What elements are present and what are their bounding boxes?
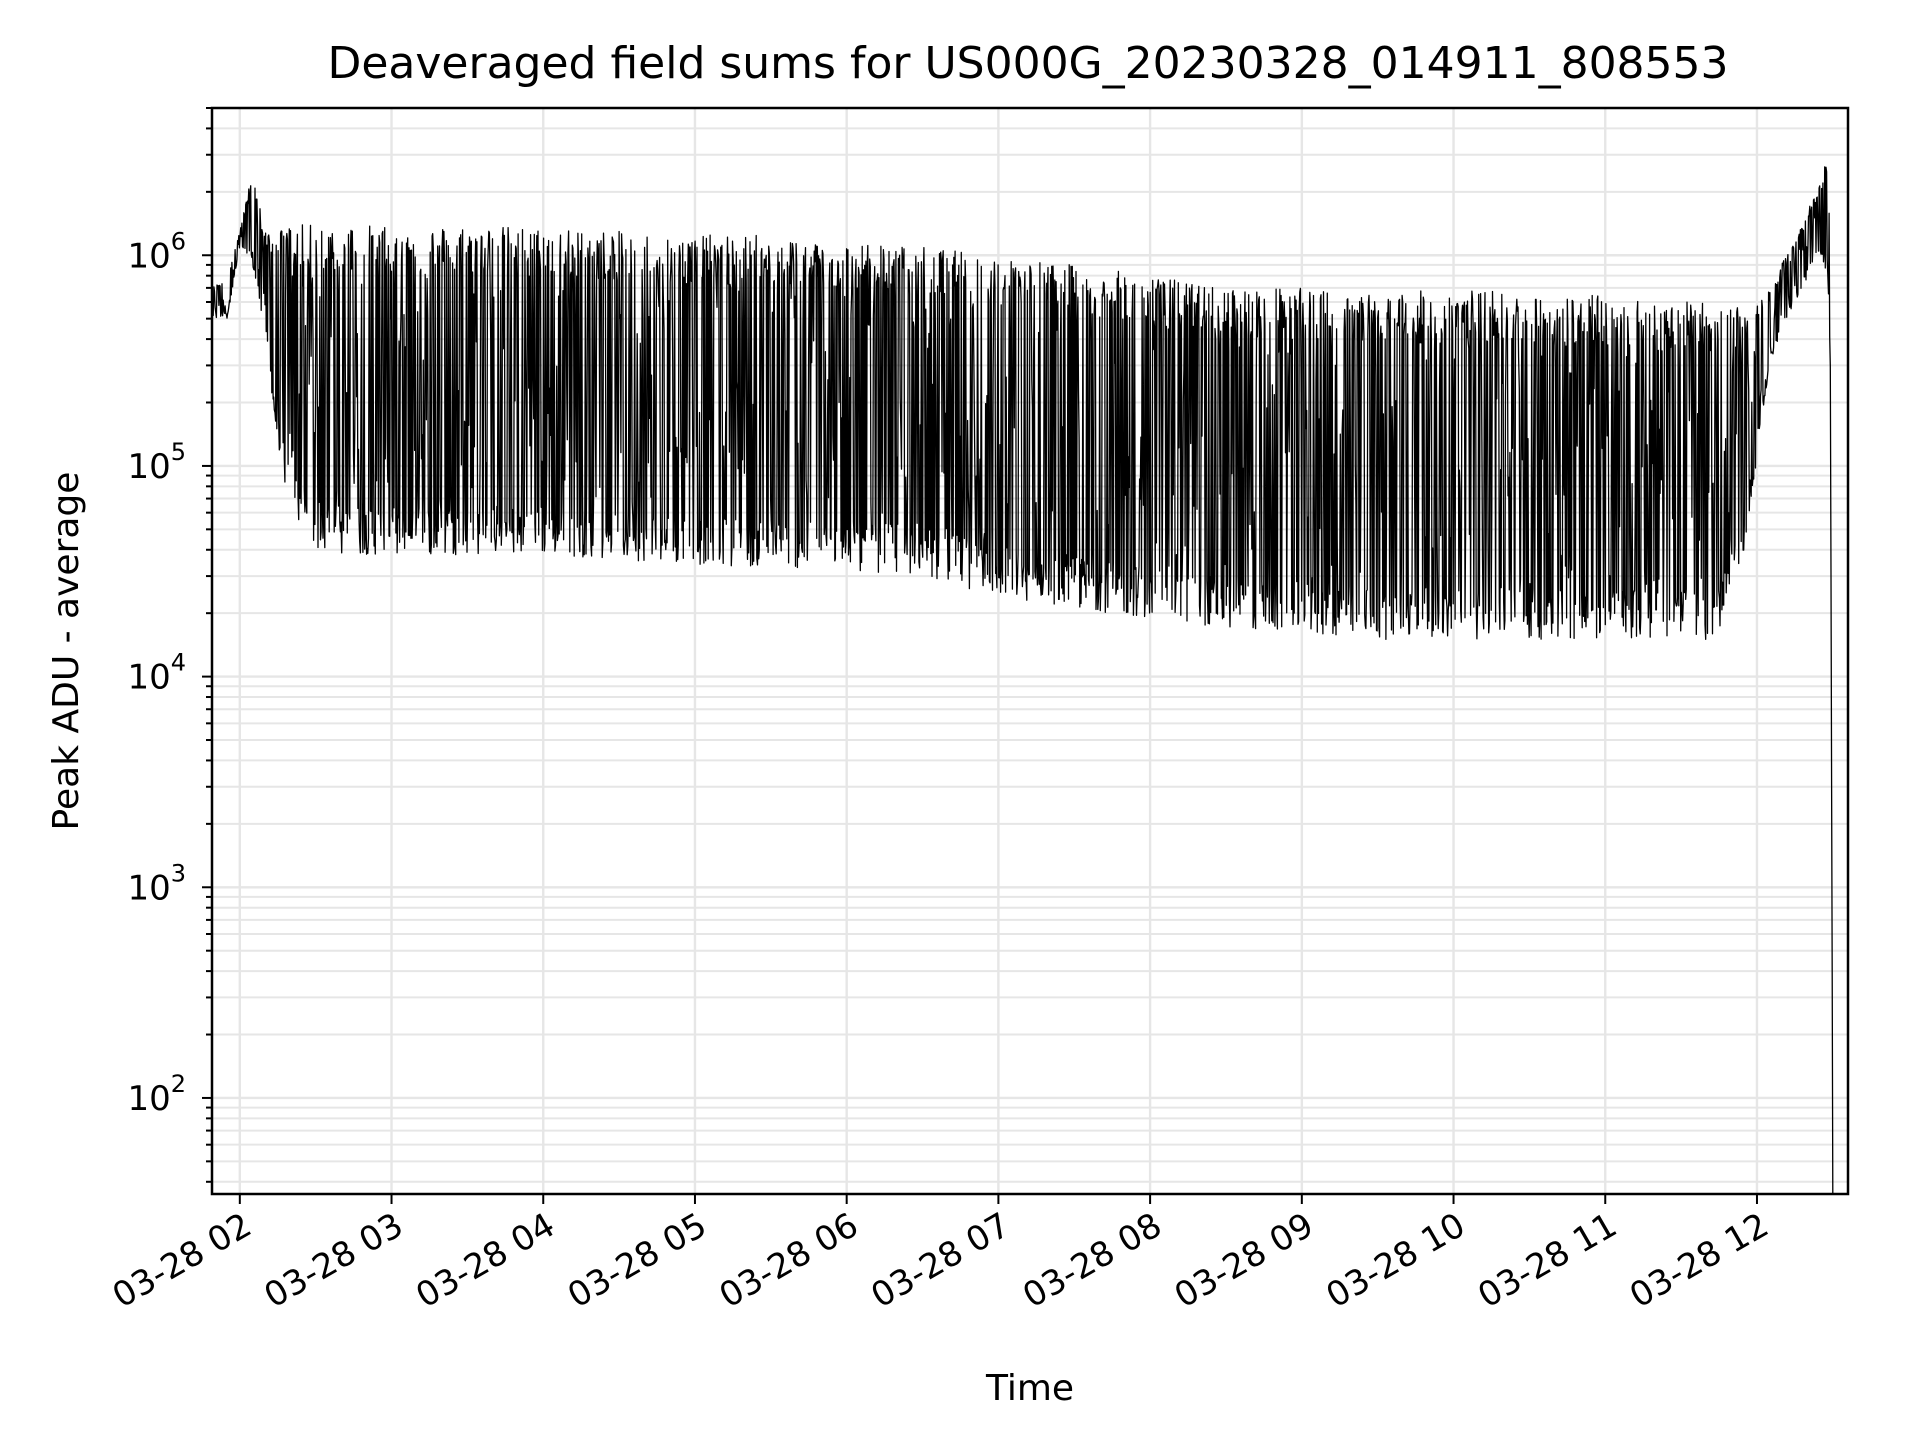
x-tick-label: 03-28 12 (1623, 1205, 1775, 1316)
x-tick-label: 03-28 11 (1471, 1205, 1623, 1316)
y-tick-exponent: 5 (171, 438, 186, 466)
x-tick-label: 03-28 08 (1016, 1205, 1168, 1316)
y-tick-label: 104 (127, 649, 186, 698)
y-tick-exponent: 6 (171, 227, 186, 255)
y-tick-label: 105 (127, 438, 186, 487)
y-tick-label: 103 (127, 859, 186, 908)
x-axis: 03-28 02 03-28 03 03-28 04 03-28 05 03-28 06… (106, 1194, 1775, 1316)
y-tick-exponent: 2 (171, 1070, 186, 1098)
x-tick-label: 03-28 06 (713, 1205, 865, 1316)
x-tick-label: 03-28 07 (864, 1205, 1016, 1316)
y-tick-exponent: 4 (171, 649, 186, 677)
x-tick-label: 03-28 09 (1168, 1205, 1320, 1316)
y-axis-label: Peak ADU - average (46, 472, 87, 831)
x-tick-label: 03-28 02 (106, 1205, 258, 1316)
chart-title: Deaveraged field sums for US000G_2023032… (327, 38, 1728, 89)
y-tick-exponent: 3 (171, 859, 186, 887)
y-tick-base: 10 (127, 447, 170, 487)
series-line (211, 166, 1834, 1195)
y-tick-label: 102 (127, 1070, 186, 1119)
plot-frame (210, 106, 1850, 1196)
y-tick-base: 10 (127, 1079, 170, 1119)
y-tick-label: 106 (127, 227, 186, 276)
x-tick-label: 03-28 04 (409, 1205, 561, 1316)
y-tick-base: 10 (127, 236, 170, 276)
x-tick-label: 03-28 10 (1320, 1205, 1472, 1316)
x-tick-label: 03-28 05 (561, 1205, 713, 1316)
y-tick-base: 10 (127, 868, 170, 908)
data-series (211, 166, 1834, 1195)
x-tick-label: 03-28 03 (258, 1205, 410, 1316)
x-axis-label: Time (985, 1368, 1074, 1409)
y-tick-base: 10 (127, 658, 170, 698)
